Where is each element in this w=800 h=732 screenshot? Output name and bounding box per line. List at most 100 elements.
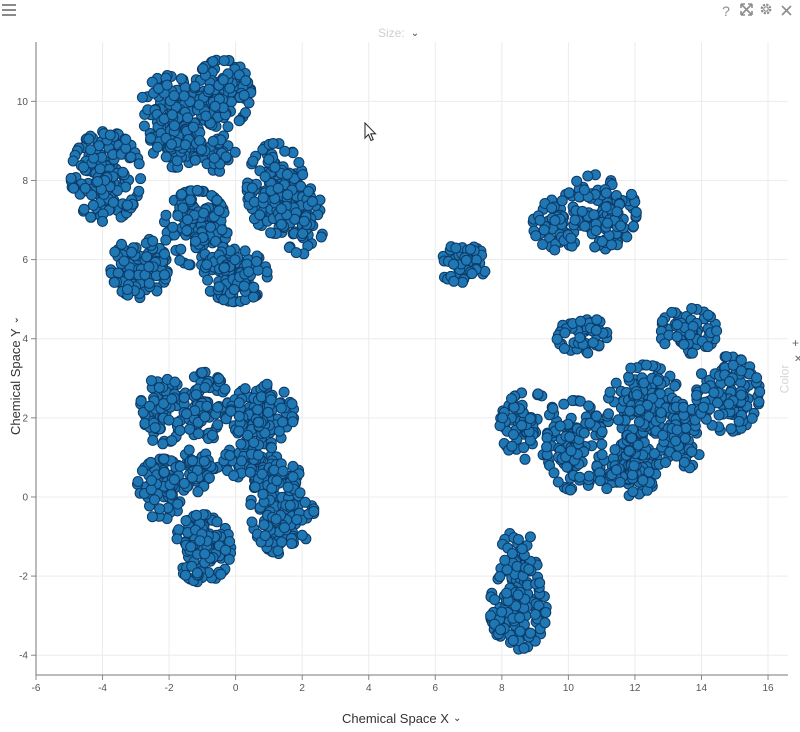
scatter-point[interactable] — [623, 445, 635, 457]
scatter-point[interactable] — [83, 133, 95, 145]
scatter-point[interactable] — [538, 224, 550, 236]
scatter-point[interactable] — [244, 466, 256, 478]
scatter-point[interactable] — [601, 483, 613, 495]
scatter-point[interactable] — [187, 121, 199, 133]
scatter-point[interactable] — [173, 524, 185, 536]
scatter-point[interactable] — [733, 415, 745, 427]
scatter-point[interactable] — [193, 99, 205, 111]
scatter-point[interactable] — [67, 155, 79, 167]
scatter-point[interactable] — [206, 429, 218, 441]
scatter-point[interactable] — [540, 607, 552, 618]
scatter-point[interactable] — [539, 617, 551, 629]
scatter-point[interactable] — [702, 309, 714, 321]
scatter-point[interactable] — [600, 187, 612, 199]
scatter-point[interactable] — [530, 230, 542, 242]
scatter-point[interactable] — [126, 246, 138, 258]
scatter-point[interactable] — [261, 266, 273, 278]
scatter-point[interactable] — [561, 461, 573, 473]
scatter-point[interactable] — [145, 375, 157, 387]
scatter-point[interactable] — [261, 378, 273, 390]
scatter-point[interactable] — [85, 144, 97, 156]
scatter-point[interactable] — [196, 367, 208, 379]
scatter-point[interactable] — [189, 80, 201, 92]
scatter-point[interactable] — [154, 503, 166, 515]
scatter-point[interactable] — [524, 531, 536, 543]
scatter-point[interactable] — [633, 416, 645, 428]
scatter-point[interactable] — [191, 184, 203, 196]
hamburger-menu-icon[interactable] — [2, 4, 16, 16]
scatter-point[interactable] — [252, 449, 264, 461]
scatter-point[interactable] — [686, 303, 698, 314]
scatter-point[interactable] — [187, 455, 198, 467]
scatter-point[interactable] — [212, 419, 224, 431]
scatter-point[interactable] — [601, 217, 613, 229]
scatter-point[interactable] — [235, 438, 247, 450]
scatter-point[interactable] — [223, 553, 235, 565]
scatter-point[interactable] — [610, 464, 622, 476]
scatter-point[interactable] — [159, 269, 170, 281]
scatter-point[interactable] — [558, 343, 570, 354]
scatter-point[interactable] — [265, 227, 277, 239]
scatter-point[interactable] — [92, 176, 104, 187]
scatter-point[interactable] — [169, 376, 181, 388]
scatter-point[interactable] — [552, 476, 564, 488]
scatter-point[interactable] — [185, 541, 197, 553]
scatter-point[interactable] — [147, 235, 159, 247]
scatter-point[interactable] — [265, 394, 277, 406]
scatter-point[interactable] — [246, 182, 258, 194]
scatter-point[interactable] — [532, 388, 544, 400]
scatter-point[interactable] — [190, 235, 201, 247]
scatter-point[interactable] — [108, 276, 120, 288]
scatter-point[interactable] — [220, 544, 232, 556]
scatter-point[interactable] — [626, 469, 638, 481]
scatter-point[interactable] — [246, 516, 258, 528]
scatter-point[interactable] — [141, 251, 153, 263]
scatter-point[interactable] — [569, 214, 581, 226]
scatter-point[interactable] — [158, 466, 170, 478]
scatter-point[interactable] — [215, 568, 227, 580]
scatter-point[interactable] — [242, 429, 254, 441]
scatter-point[interactable] — [582, 170, 594, 182]
scatter-point[interactable] — [575, 315, 587, 327]
scatter-point[interactable] — [180, 569, 191, 581]
scatter-point[interactable] — [626, 432, 637, 444]
scatter-point[interactable] — [576, 205, 588, 217]
scatter-point[interactable] — [614, 476, 626, 488]
scatter-point[interactable] — [735, 365, 747, 377]
scatter-point[interactable] — [157, 438, 169, 450]
scatter-point[interactable] — [217, 74, 229, 86]
scatter-point[interactable] — [632, 439, 644, 451]
scatter-point[interactable] — [183, 444, 195, 456]
scatter-point[interactable] — [68, 182, 80, 194]
scatter-point[interactable] — [297, 169, 309, 181]
scatter-point[interactable] — [197, 63, 209, 75]
scatter-point[interactable] — [596, 426, 608, 438]
scatter-point[interactable] — [600, 201, 612, 213]
scatter-point[interactable] — [201, 259, 213, 271]
scatter-point[interactable] — [628, 460, 640, 472]
scatter-point[interactable] — [687, 347, 698, 359]
scatter-point[interactable] — [524, 413, 536, 425]
scatter-point[interactable] — [625, 362, 637, 374]
scatter-point[interactable] — [276, 218, 287, 230]
scatter-point[interactable] — [518, 442, 530, 454]
scatter-point[interactable] — [168, 474, 180, 486]
scatter-point[interactable] — [546, 202, 558, 214]
scatter-point[interactable] — [534, 577, 546, 589]
scatter-point[interactable] — [282, 481, 294, 493]
scatter-point[interactable] — [132, 476, 144, 487]
scatter-point[interactable] — [712, 397, 723, 409]
scatter-point[interactable] — [720, 351, 732, 363]
scatter-point[interactable] — [192, 486, 204, 498]
scatter-point[interactable] — [258, 519, 270, 531]
scatter-point[interactable] — [198, 207, 210, 219]
scatter-point[interactable] — [166, 109, 178, 121]
scatter-point[interactable] — [276, 536, 288, 548]
scatter-point[interactable] — [175, 243, 187, 255]
size-selector[interactable]: Size: ⌄ — [378, 26, 419, 40]
scatter-point[interactable] — [168, 90, 180, 102]
scatter-point[interactable] — [565, 445, 577, 457]
scatter-point[interactable] — [514, 612, 526, 624]
scatter-point[interactable] — [708, 387, 720, 399]
settings-icon[interactable] — [758, 2, 774, 20]
